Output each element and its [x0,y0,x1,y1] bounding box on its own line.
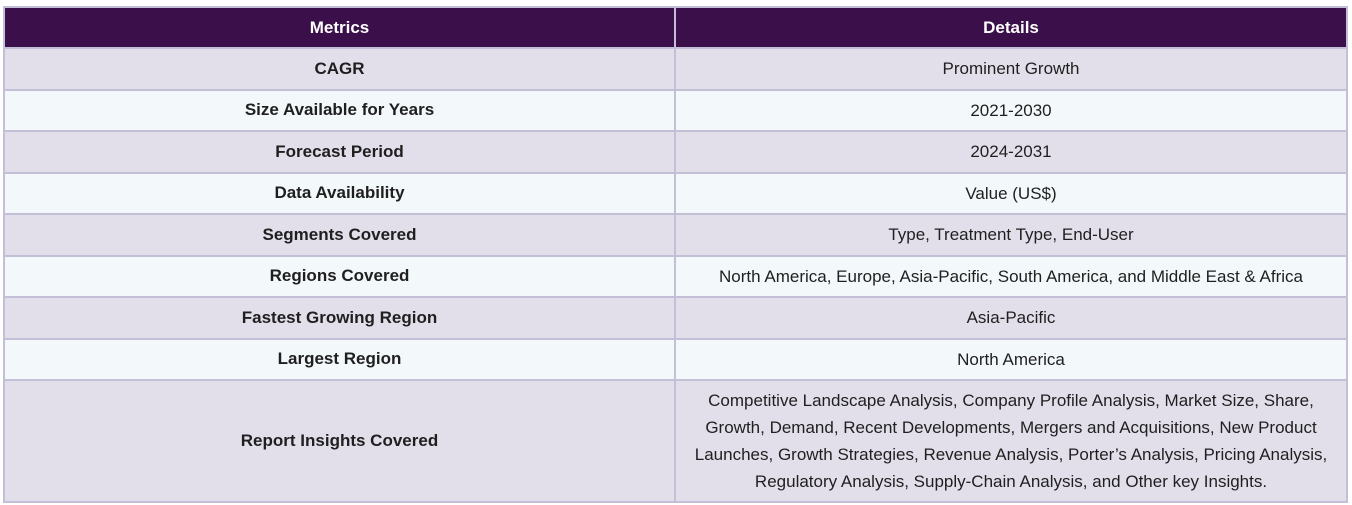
metric-cell: Segments Covered [3,213,676,257]
table-row: Fastest Growing Region Asia-Pacific [3,296,1348,340]
metrics-table-container: Metrics Details CAGR Prominent Growth Si… [3,6,1348,503]
header-metrics: Metrics [3,6,676,49]
table-row: Segments Covered Type, Treatment Type, E… [3,213,1348,257]
metric-cell: Regions Covered [3,254,676,298]
table-row: Largest Region North America [3,337,1348,381]
table-row: Regions Covered North America, Europe, A… [3,254,1348,298]
detail-cell: Type, Treatment Type, End-User [674,213,1348,257]
table-row: CAGR Prominent Growth [3,47,1348,91]
detail-cell: 2024-2031 [674,130,1348,174]
detail-cell: North America [674,337,1348,381]
table-row: Report Insights Covered Competitive Land… [3,379,1348,503]
metric-cell: Forecast Period [3,130,676,174]
header-details: Details [674,6,1348,49]
metric-cell: Data Availability [3,171,676,215]
metric-cell: Report Insights Covered [3,379,676,503]
detail-cell: Asia-Pacific [674,296,1348,340]
header-row: Metrics Details [3,6,1348,49]
metric-cell: CAGR [3,47,676,91]
detail-cell: North America, Europe, Asia-Pacific, Sou… [674,254,1348,298]
table-row: Data Availability Value (US$) [3,171,1348,215]
table-header: Metrics Details [3,6,1348,49]
metric-cell: Size Available for Years [3,88,676,132]
table-row: Forecast Period 2024-2031 [3,130,1348,174]
metric-cell: Fastest Growing Region [3,296,676,340]
metrics-table: Metrics Details CAGR Prominent Growth Si… [3,6,1348,503]
detail-cell: 2021-2030 [674,88,1348,132]
metric-cell: Largest Region [3,337,676,381]
table-row: Size Available for Years 2021-2030 [3,88,1348,132]
table-body: CAGR Prominent Growth Size Available for… [3,47,1348,503]
detail-cell: Value (US$) [674,171,1348,215]
detail-cell: Competitive Landscape Analysis, Company … [674,379,1348,503]
detail-cell: Prominent Growth [674,47,1348,91]
